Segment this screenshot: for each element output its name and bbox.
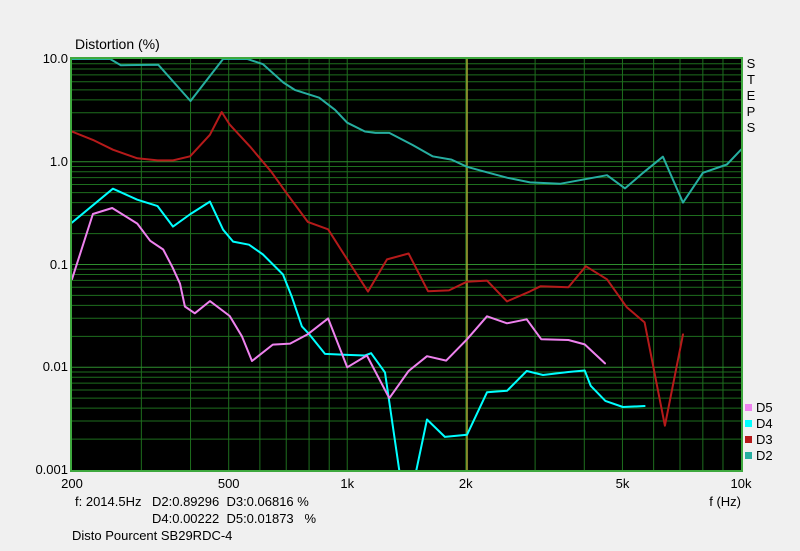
curve-D2 xyxy=(72,59,741,204)
graph-caption: Disto Pourcent SB29RDC-4 xyxy=(72,528,233,543)
x-tick-1k: 1k xyxy=(340,476,355,491)
y-tick-1.0: 1.0 xyxy=(49,153,68,169)
y-tick-0.1: 0.1 xyxy=(49,256,68,272)
legend-item-D5: D5 xyxy=(745,400,773,416)
legend-swatch-D5 xyxy=(745,404,752,411)
y-tick-10.0: 10.0 xyxy=(42,51,68,66)
x-tick-2k: 2k xyxy=(458,476,473,491)
plot-border xyxy=(70,57,743,472)
legend-label-D4: D4 xyxy=(756,416,773,431)
x-tick-500: 500 xyxy=(217,476,240,491)
harmonics-readout-line2: D4:0.00222 D5:0.01873 % xyxy=(152,511,317,526)
steps-letter-2: E xyxy=(746,88,756,103)
curve-D3 xyxy=(72,111,684,427)
legend-label-D3: D3 xyxy=(756,432,773,447)
cursor-frequency-readout: f: 2014.5Hz xyxy=(75,494,142,509)
x-axis-unit-label: f (Hz) xyxy=(709,494,741,509)
y-tick-0.001: 0.001 xyxy=(35,462,68,477)
x-tick-200: 200 xyxy=(61,476,83,491)
y-tick-0.01: 0.01 xyxy=(42,359,68,375)
curve-D5 xyxy=(72,207,606,400)
x-tick-5k: 5k xyxy=(615,476,630,491)
legend-swatch-D3 xyxy=(745,436,752,443)
legend-label-D2: D2 xyxy=(756,448,773,463)
steps-letter-1: T xyxy=(747,72,755,87)
legend-label-D5: D5 xyxy=(756,400,773,415)
x-tick-10k: 10k xyxy=(730,476,752,491)
legend: D5 D4 D3 D2 xyxy=(745,400,773,464)
harmonics-readout-line1: D2:0.89296 D3:0.06816 % xyxy=(152,494,309,509)
steps-letter-0: S xyxy=(746,56,756,71)
curve-D4 xyxy=(72,187,646,470)
legend-item-D3: D3 xyxy=(745,432,773,448)
legend-item-D4: D4 xyxy=(745,416,773,432)
legend-item-D2: D2 xyxy=(745,448,773,464)
plot-title: Distortion (%) xyxy=(75,36,160,52)
legend-swatch-D4 xyxy=(745,420,752,427)
steps-letter-3: P xyxy=(746,104,756,119)
steps-letter-4: S xyxy=(746,120,756,135)
legend-swatch-D2 xyxy=(745,452,752,459)
